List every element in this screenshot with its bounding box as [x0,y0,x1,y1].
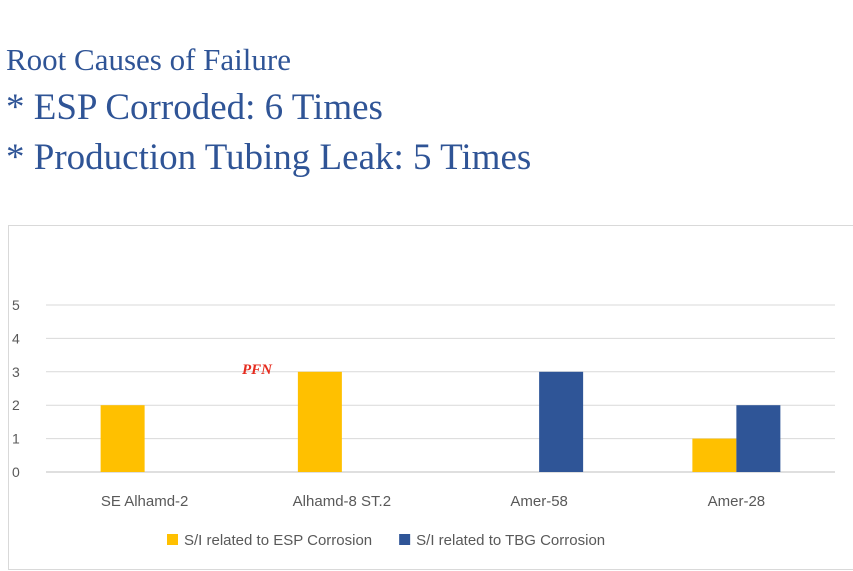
watermark-logo: PFN [242,362,272,378]
y-tick-label-4: 4 [12,330,20,346]
headline-esp-corroded: * ESP Corroded: 6 Times [6,87,383,128]
x-tick-label-amer-28: Amer-28 [708,493,766,510]
y-tick-label-5: 5 [12,297,20,313]
legend-label-esp: S/I related to ESP Corrosion [184,532,372,549]
bar-esp-alhamd-8-st-2 [297,371,342,472]
x-tick-label-amer-58: Amer-58 [510,493,568,510]
x-tick-label-se-alhamd-2: SE Alhamd-2 [101,493,189,510]
x-tick-label-alhamd-8-st-2: Alhamd-8 ST.2 [293,493,391,510]
y-tick-label-2: 2 [12,397,20,413]
bar-esp-amer-28 [692,438,737,472]
y-tick-label-1: 1 [12,431,20,447]
bar-chart: 0 1 2 3 4 5 SE Alhamd-2 Alhamd-8 ST.2 Amer-58 Ame… [12,297,835,549]
bar-esp-se-alhamd-2 [100,405,145,472]
headline-root-causes: Root Causes of Failure [6,42,291,77]
headline-tubing-leak: * Production Tubing Leak: 5 Times [6,137,532,178]
y-tick-label-0: 0 [12,464,20,480]
bar-tbg-amer-28 [736,405,781,472]
legend-swatch-esp [167,534,178,545]
legend-swatch-tbg [399,534,411,545]
legend-label-tbg: S/I related to TBG Corrosion [416,532,605,549]
y-tick-label-3: 3 [12,364,20,380]
chart-area: 0 1 2 3 4 5 SE Alhamd-2 Alhamd-8 ST.2 Amer-58 Ame… [8,225,853,570]
bar-tbg-amer-58 [539,371,584,472]
